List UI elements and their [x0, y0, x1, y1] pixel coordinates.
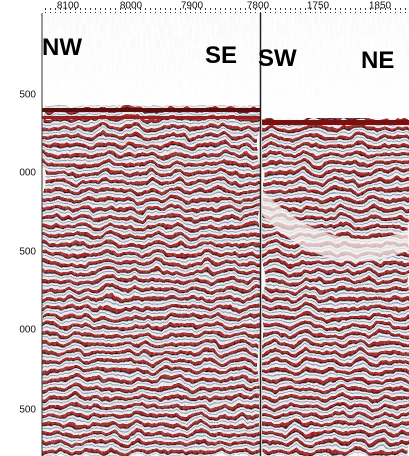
tick-strip — [42, 8, 409, 13]
left-label: 500 — [19, 405, 36, 416]
top-label: 1750 — [307, 1, 330, 12]
seismic-figure: 8100 8000 7900 7800 1750 1850 500 000 50… — [0, 0, 409, 456]
left-label: 000 — [19, 168, 36, 179]
top-label: 8100 — [57, 1, 80, 12]
direction-label: NW — [42, 34, 82, 61]
left-panel — [42, 13, 260, 456]
direction-label: NE — [361, 47, 394, 74]
left-label: 000 — [19, 325, 36, 336]
left-label: 500 — [19, 247, 36, 258]
left-label: 500 — [19, 90, 36, 101]
top-label: 7900 — [181, 1, 204, 12]
top-label: 1850 — [369, 1, 392, 12]
direction-label: SW — [258, 45, 297, 72]
right-panel — [262, 13, 409, 456]
top-label: 7800 — [247, 1, 270, 12]
top-label: 8000 — [120, 1, 143, 12]
direction-label: SE — [205, 42, 237, 69]
